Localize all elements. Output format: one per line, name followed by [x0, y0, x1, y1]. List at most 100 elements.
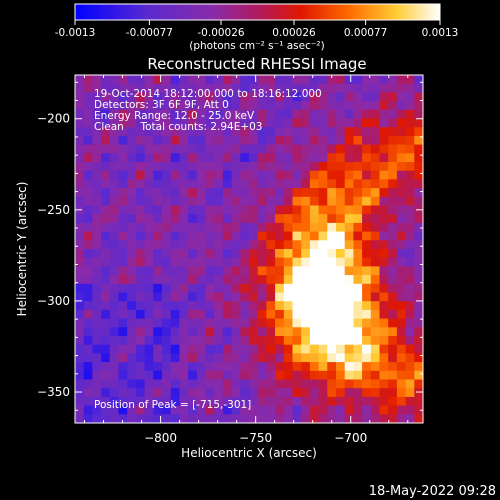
heatmap-cell: [153, 92, 163, 102]
heatmap-cell: [379, 414, 389, 424]
heatmap-cell: [336, 344, 346, 354]
heatmap-cell: [414, 318, 424, 328]
heatmap-cell: [379, 275, 389, 285]
heatmap-cell: [153, 127, 163, 137]
heatmap-cell: [144, 118, 154, 128]
heatmap-cell: [153, 144, 163, 154]
heatmap-cell: [144, 266, 154, 276]
heatmap-cell: [301, 231, 311, 241]
heatmap-cell: [188, 388, 198, 398]
heatmap-cell: [405, 275, 415, 285]
heatmap-cell: [83, 318, 93, 328]
heatmap-cell: [283, 188, 293, 198]
heatmap-cell: [283, 127, 293, 137]
heatmap-cell: [249, 336, 259, 346]
heatmap-cell: [292, 196, 302, 206]
heatmap-cell: [353, 75, 363, 85]
heatmap-cell: [118, 222, 128, 233]
heatmap-cell: [266, 292, 276, 302]
heatmap-cell: [205, 414, 215, 424]
heatmap-cell: [396, 118, 407, 128]
heatmap-cell: [135, 396, 146, 407]
heatmap-cell: [135, 301, 146, 311]
heatmap-cell: [153, 327, 163, 337]
heatmap-cell: [370, 109, 380, 119]
heatmap-cell: [275, 362, 285, 372]
heatmap-cell: [353, 92, 363, 102]
heatmap-cell: [327, 266, 337, 276]
heatmap-cell: [362, 388, 372, 398]
heatmap-cell: [135, 118, 146, 128]
heatmap-cell: [83, 231, 93, 241]
heatmap-cell: [231, 144, 241, 154]
heatmap-cell: [405, 414, 415, 424]
heatmap-cell: [266, 162, 276, 172]
heatmap-cell: [309, 344, 320, 354]
heatmap-cell: [170, 266, 180, 276]
heatmap-cell: [362, 414, 372, 424]
heatmap-cell: [405, 83, 415, 93]
heatmap-cell: [249, 153, 259, 163]
heatmap-cell: [275, 396, 285, 407]
heatmap-cell: [144, 370, 154, 380]
heatmap-cell: [144, 162, 154, 172]
heatmap-cell: [362, 249, 372, 259]
heatmap-cell: [257, 135, 267, 146]
heatmap-cell: [336, 162, 346, 172]
heatmap-cell: [144, 127, 154, 137]
heatmap-cell: [318, 109, 328, 119]
heatmap-cell: [240, 127, 250, 137]
heatmap-cell: [353, 83, 363, 93]
colorbar-tick-label: 0.00077: [344, 27, 387, 39]
heatmap-cell: [336, 188, 346, 198]
heatmap-cell: [266, 92, 276, 102]
heatmap-cell: [170, 83, 180, 93]
heatmap-cell: [257, 118, 267, 128]
heatmap-cell: [109, 283, 119, 293]
heatmap-cell: [83, 144, 93, 154]
heatmap-cell: [75, 188, 85, 198]
heatmap-cell: [336, 405, 346, 415]
heatmap-cell: [222, 249, 233, 259]
heatmap-cell: [370, 318, 380, 328]
heatmap-cell: [214, 292, 224, 302]
plot-frame: [74, 74, 424, 424]
heatmap-cell: [405, 396, 415, 407]
heatmap-cell: [275, 214, 285, 224]
heatmap-cell: [196, 118, 206, 128]
heatmap-cell: [75, 118, 85, 128]
heatmap-cell: [135, 135, 146, 146]
heatmap-cell: [135, 405, 146, 415]
heatmap-cell: [370, 266, 380, 276]
colorbar-unit-label: (photons cm⁻² s⁻¹ asec⁻²): [189, 40, 324, 52]
heatmap-cell: [275, 327, 285, 337]
colorbar-tick-label: -0.00077: [126, 27, 173, 39]
heatmap-cell: [336, 318, 346, 328]
heatmap-cell: [170, 388, 180, 398]
heatmap-cell: [353, 240, 363, 250]
heatmap-cell: [162, 240, 172, 250]
heatmap-cell: [336, 388, 346, 398]
heatmap-cell: [188, 257, 198, 267]
heatmap-cell: [196, 231, 206, 241]
heatmap-cell: [336, 266, 346, 276]
heatmap-cell: [283, 240, 293, 250]
heatmap-cell: [249, 231, 259, 241]
heatmap-cell: [170, 118, 180, 128]
heatmap-cell: [118, 301, 128, 311]
heatmap-cell: [405, 388, 415, 398]
heatmap-cell: [370, 388, 380, 398]
heatmap-cell: [196, 144, 206, 154]
heatmap-cell: [231, 118, 241, 128]
heatmap-cell: [179, 292, 189, 302]
heatmap-cell: [396, 362, 407, 372]
heatmap-cell: [92, 127, 102, 137]
heatmap-cell: [118, 240, 128, 250]
heatmap-cell: [249, 292, 259, 302]
heatmap-cell: [205, 179, 215, 189]
heatmap-cell: [101, 135, 111, 146]
heatmap-cell: [257, 188, 267, 198]
heatmap-cell: [127, 118, 137, 128]
heatmap-cell: [231, 92, 241, 102]
heatmap-cell: [135, 109, 146, 119]
